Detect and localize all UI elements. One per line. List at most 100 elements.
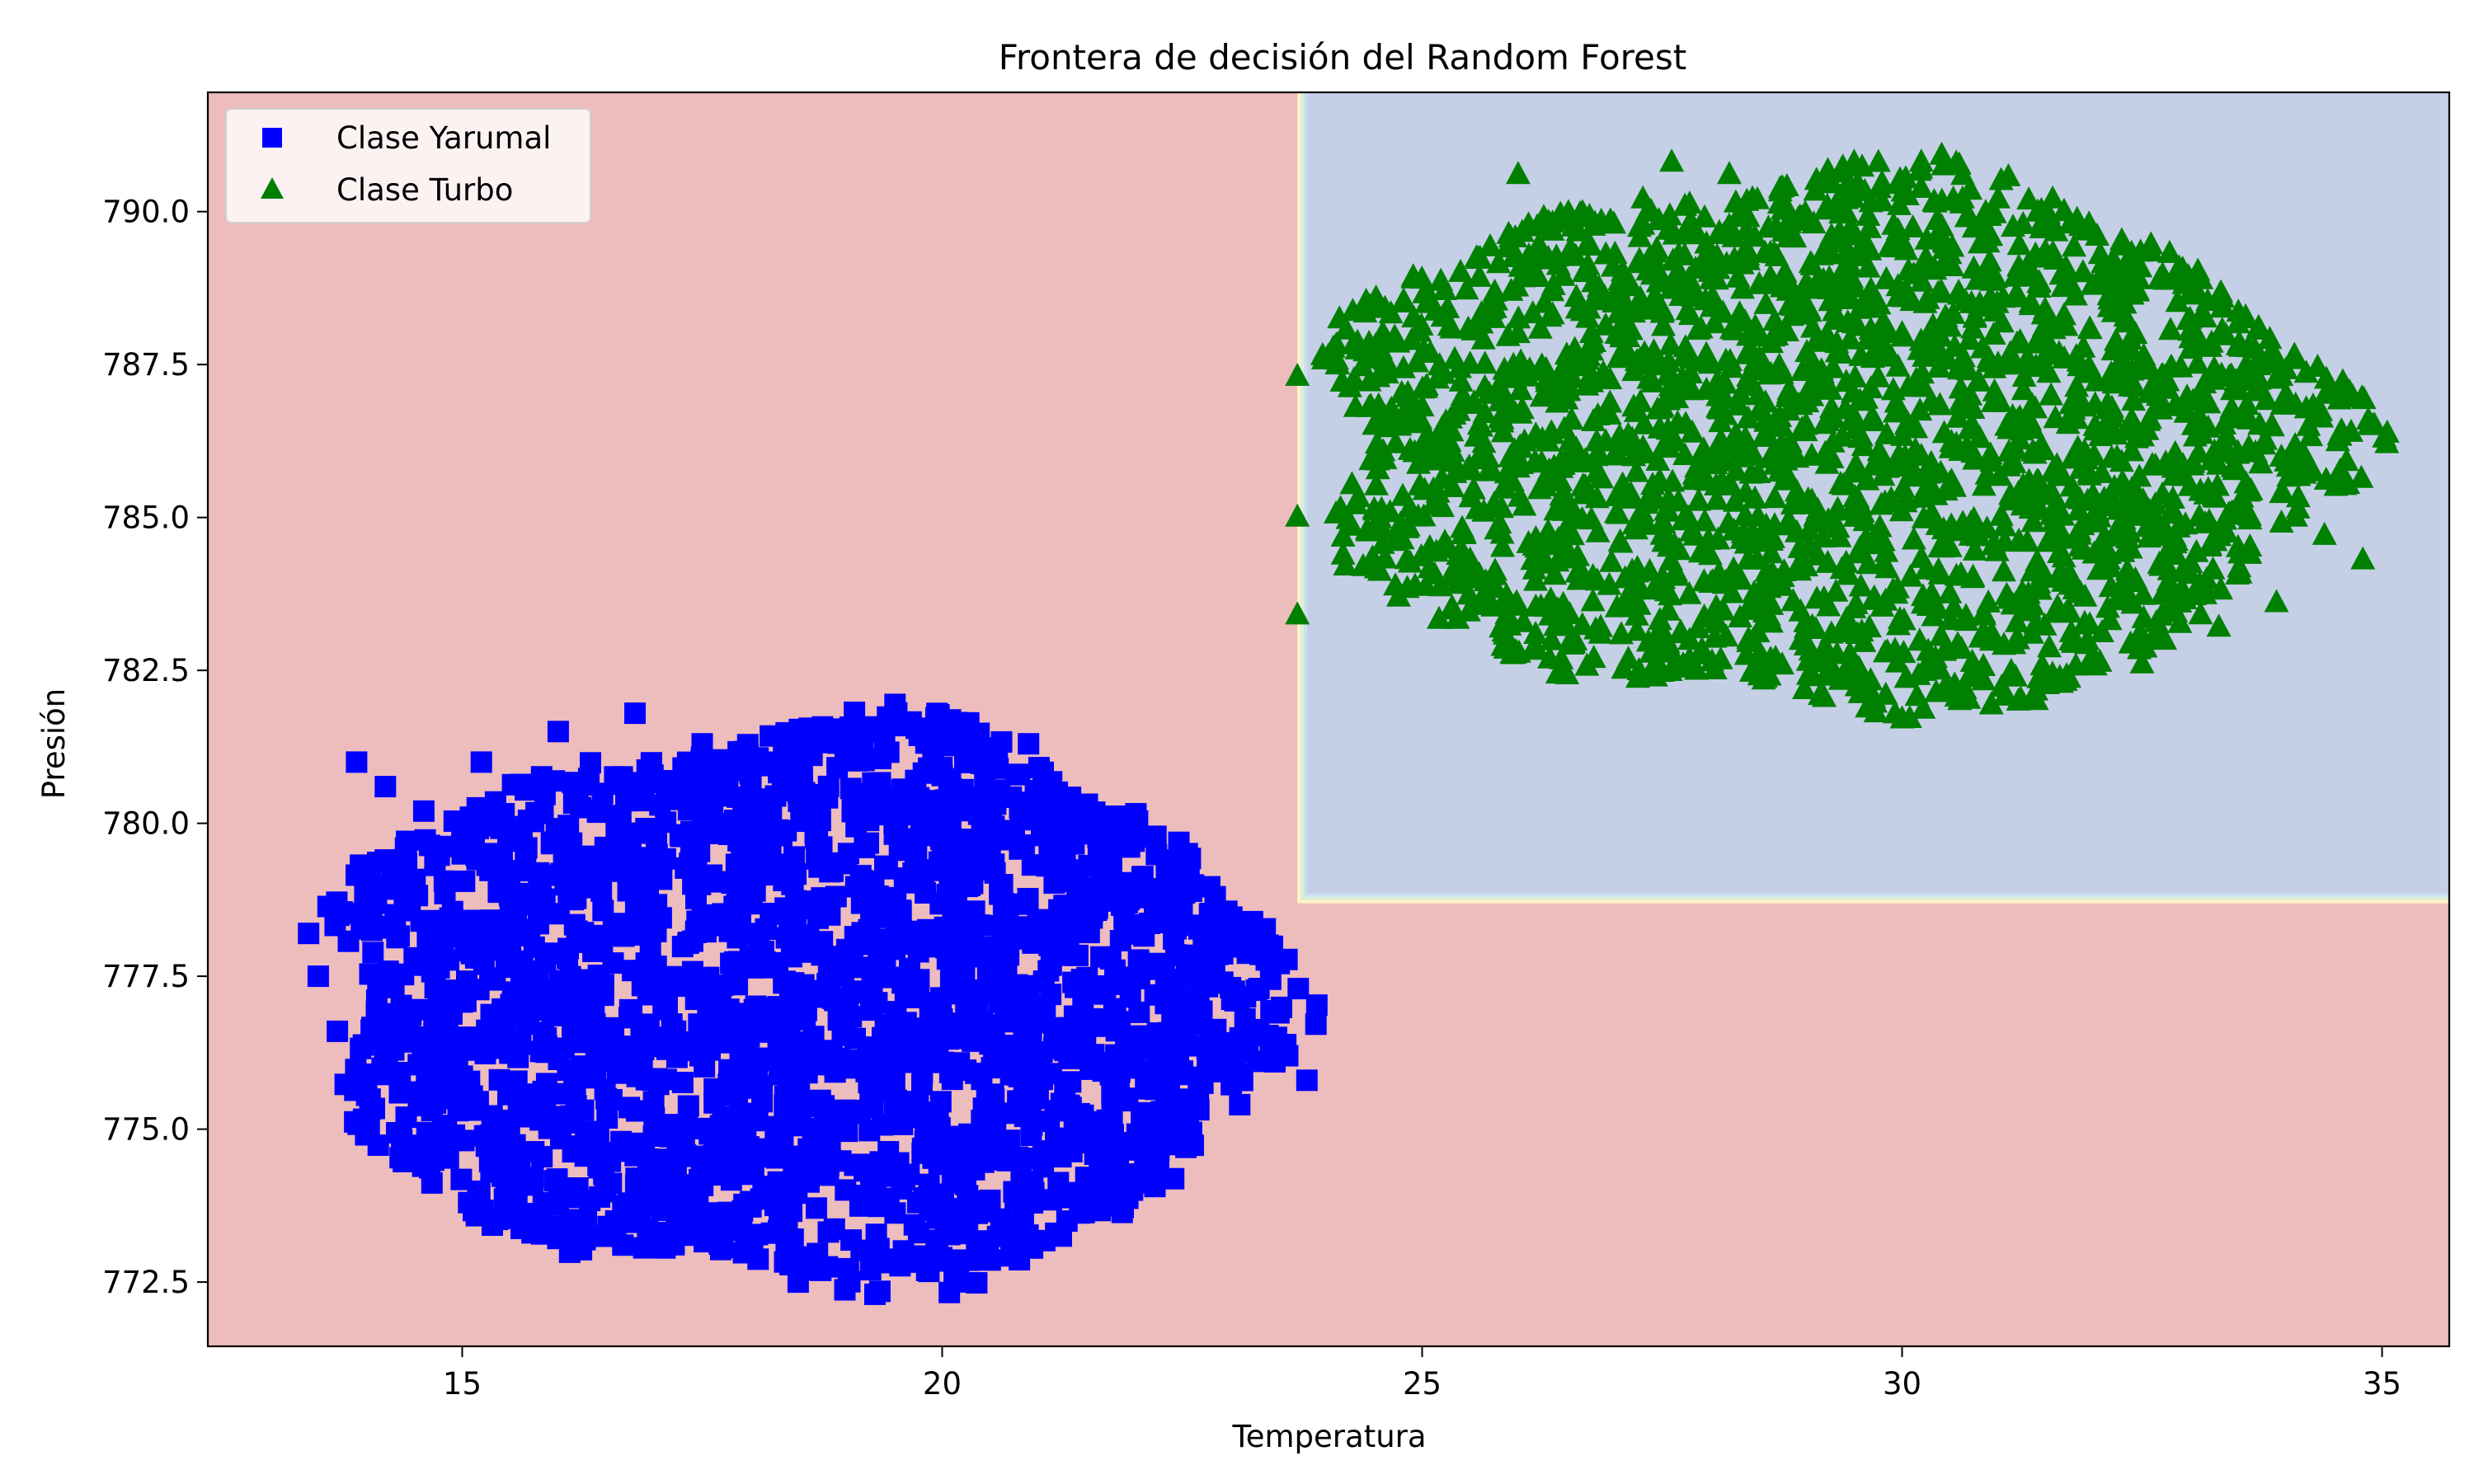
- data-point-yarumal: [388, 925, 410, 947]
- data-point-turbo: [2053, 599, 2079, 623]
- data-point-turbo: [1588, 613, 1613, 637]
- data-point-turbo: [1549, 370, 1574, 394]
- data-point-turbo: [1931, 228, 1957, 252]
- data-point-turbo: [2051, 198, 2077, 222]
- data-point-turbo: [2050, 502, 2076, 526]
- data-point-turbo: [1894, 409, 1920, 433]
- data-point-yarumal: [562, 792, 585, 815]
- data-point-turbo: [2077, 316, 2103, 340]
- data-point-yarumal: [365, 1001, 388, 1022]
- data-point-turbo: [1324, 331, 1349, 355]
- data-point-turbo: [2147, 265, 2172, 289]
- x-tick-label: 30: [1883, 1366, 1921, 1402]
- data-point-turbo: [1780, 491, 1805, 514]
- data-point-turbo: [2184, 538, 2209, 562]
- data-point-turbo: [1624, 458, 1649, 482]
- data-point-turbo: [1962, 304, 1987, 328]
- data-point-yarumal: [439, 907, 461, 929]
- data-point-turbo: [1672, 442, 1698, 466]
- data-point-turbo: [1367, 557, 1392, 581]
- data-point-yarumal: [844, 1027, 866, 1050]
- data-point-turbo: [1948, 438, 1973, 461]
- data-point-turbo: [2024, 677, 2048, 701]
- data-point-turbo: [1478, 455, 1503, 479]
- x-tick-label: 35: [2363, 1366, 2401, 1402]
- data-point-turbo: [2290, 439, 2316, 463]
- data-point-turbo: [1820, 429, 1846, 453]
- data-point-yarumal: [781, 873, 803, 895]
- data-point-yarumal: [775, 927, 797, 949]
- data-point-turbo: [1927, 561, 1953, 585]
- data-point-turbo: [1527, 315, 1553, 339]
- data-point-turbo: [1543, 497, 1569, 521]
- data-point-turbo: [1734, 204, 1760, 228]
- data-point-turbo: [1717, 161, 1742, 185]
- data-point-turbo: [1835, 309, 1860, 332]
- data-point-turbo: [1752, 389, 1778, 413]
- data-point-yarumal: [586, 938, 609, 960]
- data-point-turbo: [2167, 257, 2193, 281]
- data-point-yarumal: [450, 1168, 473, 1190]
- data-point-turbo: [1489, 495, 1514, 519]
- data-point-turbo: [1649, 510, 1675, 534]
- data-point-yarumal: [564, 998, 586, 1021]
- data-point-turbo: [2077, 646, 2103, 670]
- data-point-yarumal: [712, 1237, 734, 1259]
- data-point-turbo: [1992, 528, 2018, 552]
- data-point-yarumal: [1012, 1208, 1034, 1229]
- data-point-turbo: [2158, 317, 2183, 340]
- data-point-yarumal: [684, 922, 707, 943]
- data-point-turbo: [1721, 223, 1747, 247]
- data-point-turbo: [1597, 207, 1623, 231]
- data-point-turbo: [1645, 448, 1671, 471]
- data-point-yarumal: [1020, 808, 1042, 830]
- data-point-turbo: [2068, 455, 2094, 479]
- data-point-turbo: [1623, 432, 1649, 456]
- data-point-turbo: [2115, 260, 2141, 284]
- data-point-turbo: [1817, 265, 1842, 289]
- legend-turbo-label: Clase Turbo: [336, 172, 513, 208]
- data-point-turbo: [2003, 663, 2028, 687]
- data-point-turbo: [2086, 504, 2112, 528]
- data-point-yarumal: [742, 1018, 764, 1040]
- data-point-turbo: [1581, 645, 1606, 669]
- data-point-yarumal: [495, 956, 517, 979]
- data-point-yarumal: [858, 919, 881, 942]
- data-point-turbo: [1461, 389, 1487, 413]
- data-point-turbo: [1665, 257, 1691, 281]
- data-point-turbo: [2187, 331, 2213, 355]
- data-point-turbo: [1822, 298, 1846, 322]
- data-point-turbo: [1346, 484, 1371, 508]
- data-point-turbo: [1844, 673, 1870, 697]
- data-point-turbo: [2332, 472, 2358, 495]
- x-tick-label: 15: [443, 1366, 482, 1402]
- data-point-turbo: [1727, 300, 1752, 324]
- data-point-turbo: [1395, 379, 1421, 403]
- data-point-turbo: [2006, 284, 2032, 308]
- data-point-turbo: [1445, 571, 1470, 594]
- data-point-turbo: [2162, 439, 2188, 463]
- data-point-turbo: [1856, 294, 1882, 318]
- data-point-turbo: [1786, 550, 1812, 574]
- data-point-turbo: [2020, 558, 2045, 582]
- data-point-turbo: [1891, 475, 1916, 499]
- data-point-turbo: [1566, 353, 1592, 377]
- data-point-turbo: [1554, 341, 1579, 365]
- data-point-yarumal: [606, 1062, 628, 1084]
- data-point-turbo: [1766, 352, 1792, 376]
- data-point-turbo: [1380, 410, 1406, 434]
- y-axis-label: Presión: [36, 688, 72, 799]
- data-point-yarumal: [457, 833, 479, 854]
- data-point-yarumal: [807, 1242, 829, 1265]
- data-point-turbo: [1881, 211, 1907, 235]
- data-point-yarumal: [981, 1026, 1003, 1048]
- data-point-turbo: [1911, 695, 1936, 719]
- data-point-turbo: [2227, 540, 2253, 564]
- data-point-yarumal: [1210, 937, 1232, 959]
- y-tick-label: 780.0: [102, 806, 190, 842]
- data-point-yarumal: [745, 995, 767, 1017]
- data-point-turbo: [1795, 661, 1821, 685]
- data-point-yarumal: [484, 791, 506, 813]
- legend-turbo-marker: [261, 177, 284, 199]
- data-point-turbo: [1945, 404, 1971, 428]
